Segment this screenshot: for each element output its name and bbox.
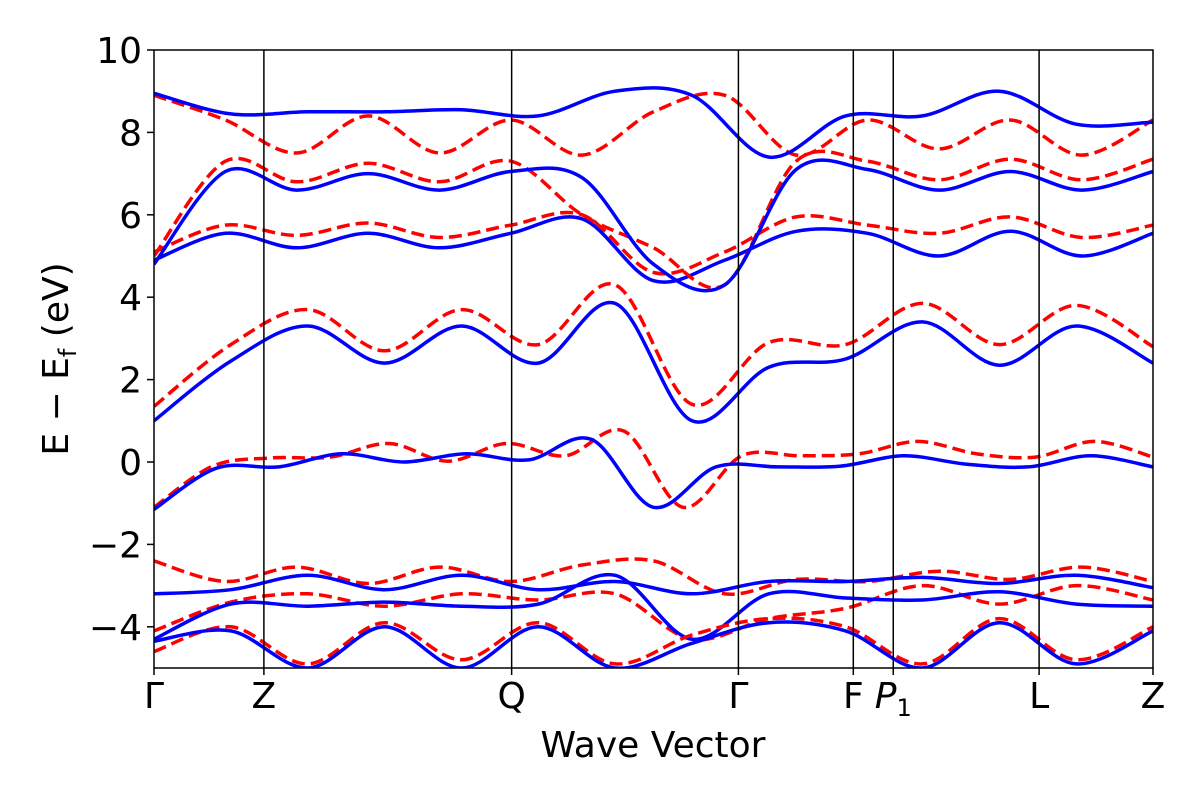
x-tick-label: F: [843, 676, 864, 717]
y-tick-label: −2: [89, 525, 142, 566]
y-axis-title-main: E − E: [36, 357, 77, 456]
band-line-solid: [154, 572, 1153, 641]
y-axis-title: E − Ef (eV): [36, 262, 82, 455]
x-tick-label: Z: [1141, 676, 1166, 717]
x-tick-label: Q: [497, 676, 525, 717]
plot-frame: [153, 49, 1154, 669]
band-line-dashed: [154, 616, 1153, 666]
band-line-solid: [154, 573, 1153, 596]
y-tick-label: 6: [119, 196, 142, 237]
series-layer: [154, 86, 1153, 668]
band-line-dashed: [154, 210, 1153, 276]
y-tick-label: 0: [119, 443, 142, 484]
band-line-solid: [154, 86, 1153, 159]
x-axis-title: Wave Vector: [541, 725, 766, 766]
x-tick-label: Z: [252, 676, 277, 717]
band-line-solid: [154, 300, 1153, 424]
band-line-dashed: [154, 557, 1153, 596]
y-axis: −4 −2 0 2 4 6 8 10: [89, 31, 154, 649]
band-line-dashed: [154, 427, 1153, 510]
band-line-dashed: [154, 282, 1153, 408]
kpath-lines: [263, 50, 1040, 668]
y-tick-label: −4: [89, 608, 142, 649]
y-axis-title-sub: f: [54, 348, 82, 357]
band-line-dashed: [154, 149, 1153, 290]
x-tick-label: L: [1029, 676, 1049, 717]
y-axis-title-unit: (eV): [36, 262, 77, 348]
x-axis: Γ Z Q Γ F P1 L Z: [144, 668, 1165, 722]
band-line-solid: [154, 215, 1153, 284]
x-tick-label: Γ: [728, 676, 748, 717]
y-tick-label: 2: [119, 361, 142, 402]
x-tick-label: Γ: [144, 676, 164, 717]
band-line-solid: [154, 436, 1153, 511]
band-line-solid: [154, 158, 1153, 293]
band-line-solid: [154, 620, 1153, 668]
band-line-dashed: [154, 91, 1153, 157]
y-tick-label: 10: [96, 31, 142, 72]
y-tick-label: 8: [119, 113, 142, 154]
y-tick-label: 4: [119, 278, 142, 319]
x-tick-label: P1: [875, 676, 912, 722]
